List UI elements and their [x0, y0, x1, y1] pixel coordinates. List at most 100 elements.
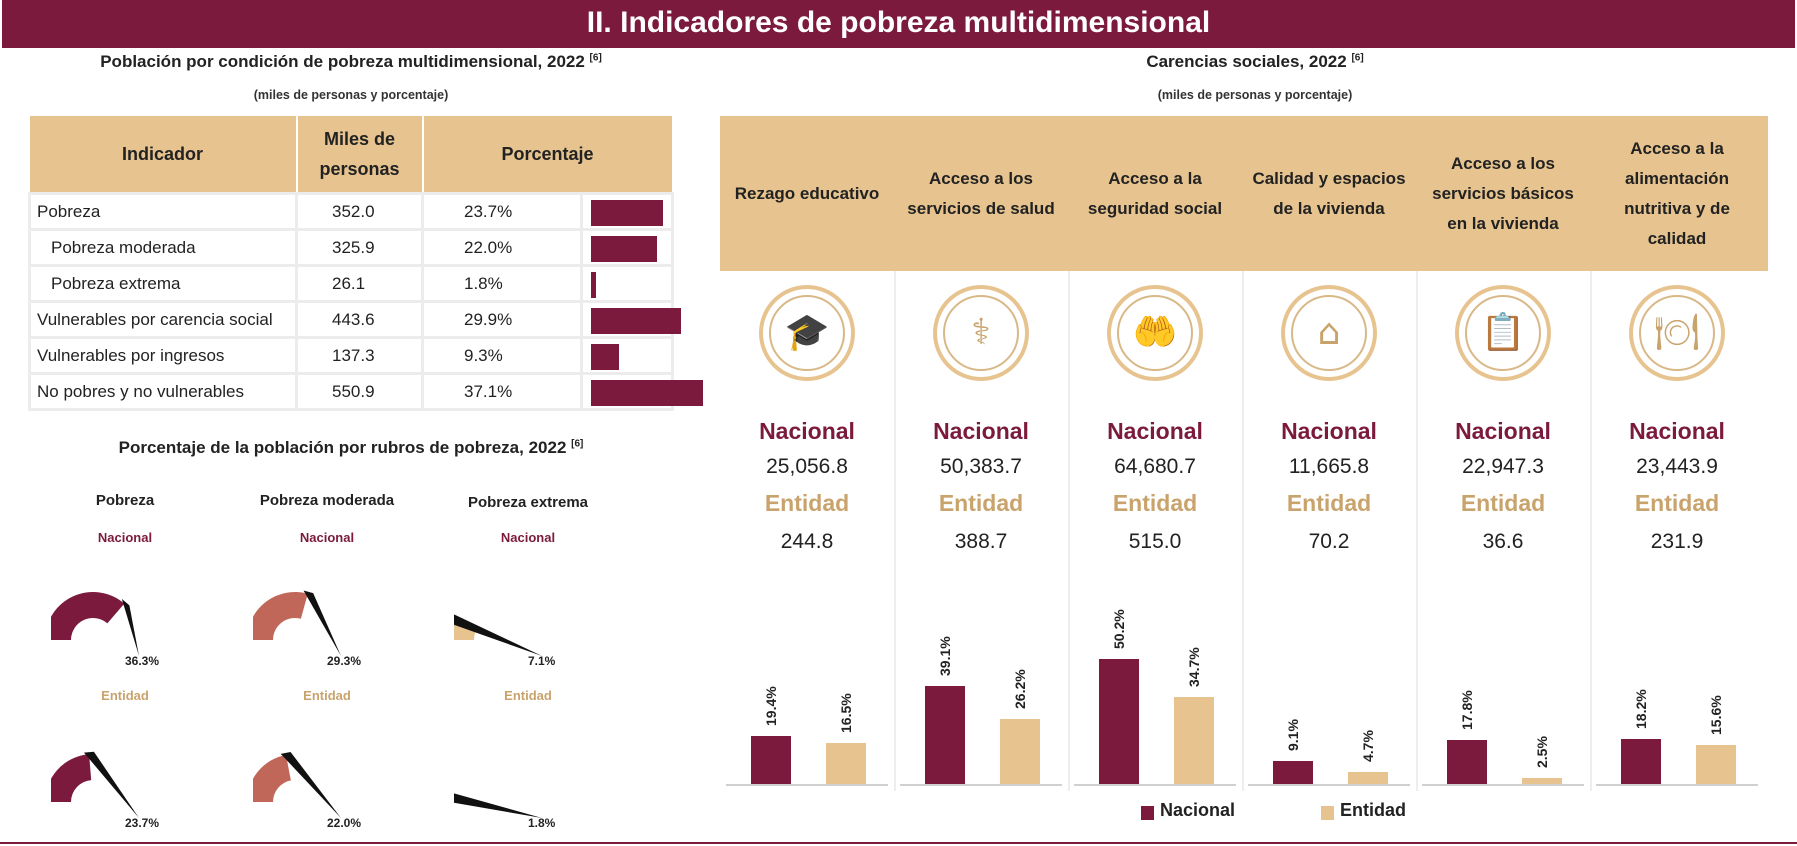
percentage-bar: [591, 236, 658, 262]
row-label: Vulnerables por carencia social: [28, 300, 298, 339]
gauge-needle: [454, 614, 542, 656]
gauge-entidad: [454, 793, 542, 818]
health-services-icon: ⚕: [933, 285, 1029, 381]
page-title: II. Indicadores de pobreza multidimensio…: [2, 0, 1795, 48]
gauge-fill: [253, 592, 308, 640]
bar-nacional: [1621, 738, 1661, 784]
bar-entidad-label: 15.6%: [1708, 695, 1724, 735]
social-security-hands-icon: 🤲: [1107, 285, 1203, 381]
icon-inner-ring: [1465, 295, 1541, 371]
carencia-label: Acceso a la seguridad social: [1087, 168, 1223, 218]
header-indicador: Indicador: [29, 116, 298, 194]
legend-entidad-swatch: [1321, 806, 1334, 820]
nacional-label: Nacional: [1281, 418, 1377, 444]
row-label: Pobreza: [28, 192, 298, 231]
bar-entidad: [1174, 697, 1214, 784]
nacional-label: Nacional: [1455, 418, 1551, 444]
header-miles-text: Miles de personas: [319, 129, 400, 179]
legend-nacional-swatch: [1141, 806, 1154, 820]
gauge-value-label: 23.7%: [125, 816, 160, 830]
row-label: No pobres y no vulnerables: [28, 372, 298, 411]
gauge-value-label: 36.3%: [125, 654, 160, 668]
carencia-label: Acceso a los servicios de salud: [907, 168, 1055, 218]
bar-entidad-label: 26.2%: [1012, 668, 1028, 709]
nacional-value: 25,056.8: [766, 455, 848, 478]
bar-entidad: [826, 742, 866, 784]
icon-inner-ring: [943, 295, 1019, 371]
gauge-entidad: [51, 751, 139, 818]
icon-inner-ring: [1291, 295, 1367, 371]
gauge-nacional: [454, 614, 542, 656]
poverty-table-title: Población por condición de pobreza multi…: [28, 52, 674, 72]
table-row: Pobreza 352.0 23.7%: [28, 192, 674, 231]
gauge-title: Pobreza: [95, 492, 155, 509]
gauge-value-label: 22.0%: [327, 816, 362, 830]
percentage-bar: [591, 272, 597, 298]
gauge-entidad: [253, 751, 341, 818]
row-pct: 29.9%: [421, 300, 583, 339]
bar-nacional-label: 9.1%: [1285, 719, 1301, 752]
carencia-label: Acceso a los servicios básicos en la viv…: [1432, 153, 1574, 233]
row-pct: 9.3%: [421, 336, 583, 375]
house-family-icon: ⌂: [1281, 285, 1377, 381]
carencia-label: Calidad y espacios de la vivienda: [1252, 168, 1406, 218]
graduation-books-icon: 🎓: [759, 285, 855, 381]
column-separator: [1590, 271, 1592, 791]
gauge-needle: [280, 751, 341, 818]
bar-nacional: [1447, 739, 1487, 784]
icon-glyph: 🍽: [1654, 312, 1700, 353]
row-pct: 37.1%: [421, 372, 583, 411]
carencias-title-text: Carencias sociales, 2022: [1146, 52, 1347, 71]
bar-entidad-label: 2.5%: [1534, 735, 1550, 768]
entidad-value: 515.0: [1128, 530, 1182, 553]
nacional-label: Nacional: [933, 418, 1029, 444]
bar-entidad: [1522, 777, 1562, 784]
gauge-value-label: 1.8%: [528, 816, 556, 830]
table-row: Pobreza extrema 26.1 1.8%: [28, 264, 674, 303]
row-bar-cell: [580, 264, 674, 303]
icon-glyph: 🤲: [1132, 312, 1178, 353]
column-separator: [1068, 271, 1070, 791]
row-bar-cell: [580, 372, 703, 411]
icon-glyph: ⚕: [971, 312, 991, 353]
entidad-label: Entidad: [764, 490, 850, 516]
gauge-needle: [454, 793, 542, 818]
row-bar-cell: [580, 228, 674, 267]
bar-nacional-label: 39.1%: [937, 636, 953, 677]
row-bar-cell: [580, 300, 682, 339]
table-row: Vulnerables por carencia social 443.6 29.9…: [28, 300, 682, 339]
row-miles: 352.0: [295, 192, 424, 231]
gauge-title: Pobreza extrema: [467, 494, 589, 511]
entidad-value: 388.7: [954, 530, 1008, 553]
bar-nacional: [925, 686, 965, 784]
column-separator: [1416, 271, 1418, 791]
nacional-value: 11,665.8: [1288, 455, 1370, 478]
carencias-subtitle: (miles de personas y porcentaje): [1157, 88, 1353, 102]
bar-baseline: [1074, 784, 1236, 786]
column-separator: [894, 271, 896, 791]
gauge-needle: [121, 598, 139, 656]
bar-entidad-label: 34.7%: [1186, 647, 1202, 688]
bottom-rule: [0, 842, 1797, 844]
entidad-value: 244.8: [780, 530, 834, 553]
row-miles: 550.9: [295, 372, 424, 411]
gauge-title: Pobreza moderada: [259, 492, 395, 509]
table-row: Vulnerables por ingresos 137.3 9.3%: [28, 336, 674, 375]
row-miles: 443.6: [295, 300, 424, 339]
bar-baseline: [1596, 784, 1758, 786]
row-label: Pobreza extrema: [28, 264, 298, 303]
icon-inner-ring: [769, 295, 845, 371]
bar-nacional: [1273, 761, 1313, 784]
carencias-ref: [6]: [1351, 52, 1364, 64]
row-miles: 137.3: [295, 336, 424, 375]
gauge-nacional-label: Nacional: [299, 530, 355, 545]
nacional-label: Nacional: [759, 418, 855, 444]
nacional-value: 50,383.7: [940, 455, 1022, 478]
gauge-entidad-label: Entidad: [101, 688, 149, 703]
bar-nacional-label: 19.4%: [763, 685, 779, 726]
nacional-label: Nacional: [1629, 418, 1725, 444]
row-pct: 1.8%: [421, 264, 583, 303]
row-label: Vulnerables por ingresos: [28, 336, 298, 375]
entidad-value: 231.9: [1650, 530, 1704, 553]
entidad-label: Entidad: [938, 490, 1024, 516]
